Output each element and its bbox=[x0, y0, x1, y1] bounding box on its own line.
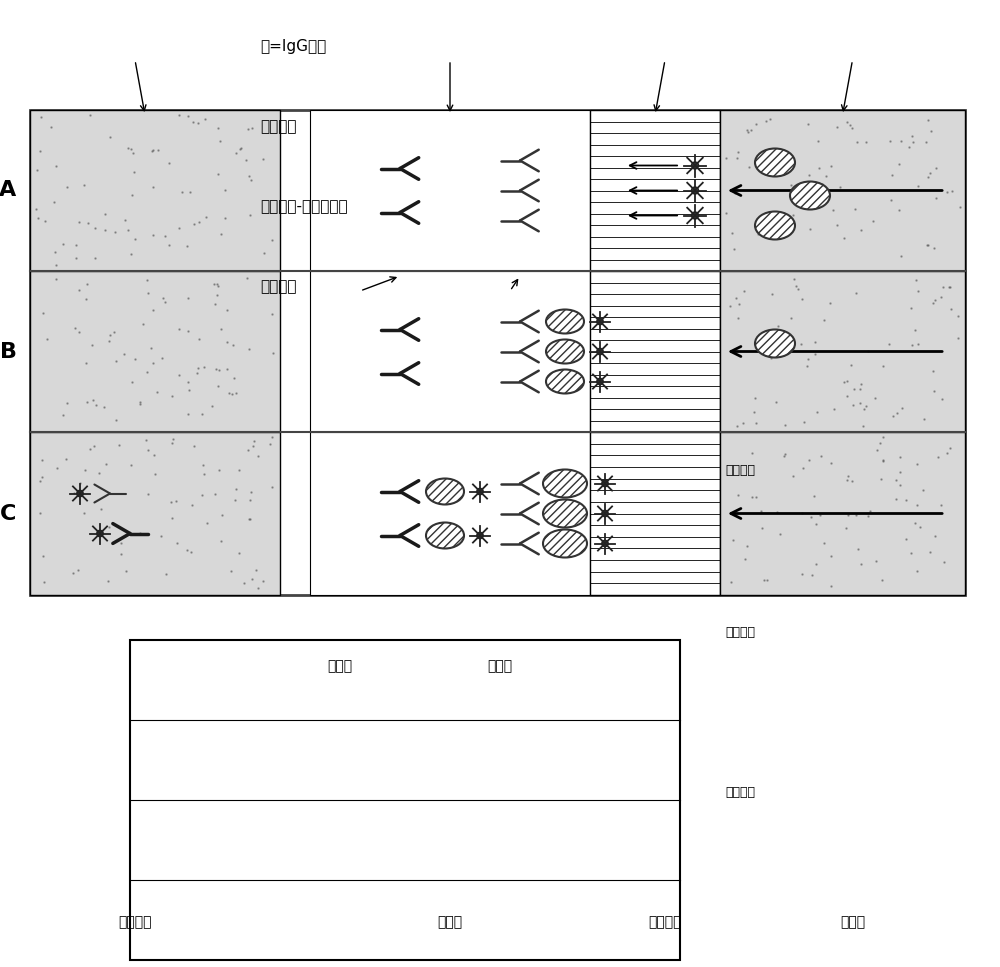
Bar bbox=[30, 432, 280, 595]
Ellipse shape bbox=[755, 330, 795, 358]
Text: 样品垒: 样品垒 bbox=[840, 915, 865, 929]
Ellipse shape bbox=[546, 309, 584, 334]
Text: 缓合物垒: 缓合物垒 bbox=[648, 915, 682, 929]
Text: C: C bbox=[0, 504, 16, 523]
Ellipse shape bbox=[426, 479, 464, 505]
Text: 对照线: 对照线 bbox=[327, 659, 353, 673]
Ellipse shape bbox=[543, 530, 587, 558]
Bar bbox=[310, 271, 590, 432]
Text: 样品流动: 样品流动 bbox=[725, 626, 755, 638]
Ellipse shape bbox=[755, 212, 795, 240]
Text: 检测抗体-信号缓合物: 检测抗体-信号缓合物 bbox=[260, 199, 348, 215]
Ellipse shape bbox=[168, 664, 212, 696]
Text: 测试线: 测试线 bbox=[487, 659, 513, 673]
Bar bbox=[720, 432, 965, 595]
Bar bbox=[310, 432, 590, 595]
Text: 无分析物: 无分析物 bbox=[260, 279, 296, 295]
Text: A: A bbox=[0, 181, 17, 200]
Ellipse shape bbox=[543, 470, 587, 497]
Bar bbox=[30, 271, 280, 432]
Bar bbox=[590, 432, 720, 595]
Bar bbox=[590, 271, 720, 432]
Text: B: B bbox=[0, 341, 16, 362]
Bar bbox=[30, 110, 965, 595]
Bar bbox=[590, 110, 720, 271]
Text: 捕捉抗体: 捕捉抗体 bbox=[260, 120, 296, 134]
Ellipse shape bbox=[426, 522, 464, 548]
Text: 反应膜: 反应膜 bbox=[437, 915, 463, 929]
Ellipse shape bbox=[546, 339, 584, 364]
Text: 样品流动: 样品流动 bbox=[725, 786, 755, 800]
Ellipse shape bbox=[755, 149, 795, 177]
Bar bbox=[310, 110, 590, 271]
Bar bbox=[130, 640, 680, 960]
Bar bbox=[720, 110, 965, 271]
Ellipse shape bbox=[790, 182, 830, 210]
Text: 抗=IgG抗体: 抗=IgG抗体 bbox=[260, 40, 326, 54]
Ellipse shape bbox=[543, 500, 587, 528]
Bar bbox=[720, 271, 965, 432]
Ellipse shape bbox=[546, 369, 584, 394]
Bar bbox=[30, 110, 280, 271]
Text: 吸附剂垒: 吸附剂垒 bbox=[118, 915, 152, 929]
Text: 样品流动: 样品流动 bbox=[725, 463, 755, 477]
